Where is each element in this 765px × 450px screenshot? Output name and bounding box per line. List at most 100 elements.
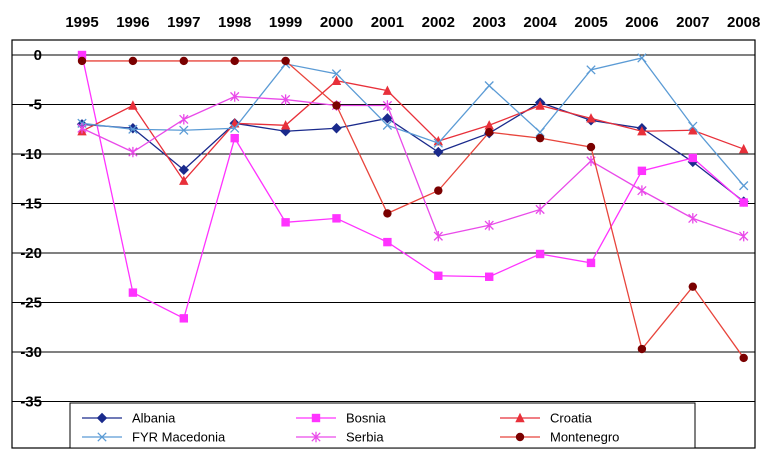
series-line-croatia (81, 80, 744, 182)
data-point-montenegro (77, 56, 87, 66)
legend-label: FYR Macedonia (132, 430, 226, 445)
x-tick-label: 2000 (320, 14, 353, 31)
data-point-montenegro (688, 282, 697, 291)
data-point-bosnia (281, 218, 290, 227)
data-point-croatia (535, 100, 545, 110)
legend-marker (311, 413, 321, 423)
x-tick-label: 1999 (269, 14, 302, 31)
x-tick-label: 2002 (422, 14, 455, 31)
data-point-montenegro (128, 56, 138, 66)
data-point-bosnia (230, 133, 239, 143)
x-tick-label: 2001 (371, 14, 404, 31)
series-line-serbia (81, 95, 744, 237)
x-tick-label: 1998 (218, 14, 251, 31)
data-point-serbia (382, 100, 393, 111)
data-point-serbia (230, 91, 240, 102)
data-point-bosnia (535, 249, 545, 259)
data-point-bosnia (688, 153, 697, 163)
data-point-serbia (688, 213, 698, 224)
data-point-albania (178, 164, 189, 176)
data-point-montenegro (230, 56, 239, 66)
data-point-croatia (484, 120, 494, 130)
legend-item-serbia: Serbia (296, 430, 384, 445)
gridlines (12, 54, 755, 402)
data-point-albania (331, 123, 342, 134)
data-point-serbia (179, 114, 189, 125)
y-axis-ticks: 0 -5 -10 -15 -20 -25 -30 -35 (20, 47, 42, 411)
x-tick-label: 1997 (167, 14, 200, 31)
x-axis-ticks: 1995 1996 1997 1998 1999 2000 2001 2002 2003 2004… (65, 14, 760, 31)
y-tick-label: -5 (29, 97, 42, 114)
y-tick-label: -30 (20, 344, 42, 361)
data-point-bosnia (586, 258, 596, 268)
data-point-fyr-macedonia (688, 121, 698, 131)
series-montenegro (77, 56, 748, 363)
data-point-bosnia (485, 272, 494, 281)
data-point-fyr-macedonia (637, 53, 647, 63)
legend-item-montenegro: Montenegro (500, 430, 619, 445)
legend-item-albania: Albania (82, 411, 176, 426)
data-point-albania (382, 113, 393, 124)
data-point-croatia (280, 120, 291, 130)
data-point-albania (433, 146, 444, 158)
x-tick-label: 1995 (65, 14, 98, 31)
x-tick-label: 2005 (574, 14, 607, 31)
data-point-montenegro (281, 56, 290, 66)
data-point-montenegro (485, 128, 494, 137)
data-point-fyr-macedonia (586, 65, 596, 75)
legend-label: Montenegro (550, 430, 619, 445)
data-point-croatia (433, 135, 443, 146)
data-point-croatia (688, 125, 698, 135)
series-serbia (77, 91, 749, 242)
series-line-albania (81, 101, 745, 203)
legend-marker (515, 432, 525, 442)
y-tick-label: -10 (20, 146, 42, 163)
data-point-bosnia (383, 237, 392, 247)
data-point-serbia (77, 123, 87, 134)
data-point-montenegro (739, 353, 748, 363)
data-point-montenegro (535, 133, 545, 143)
data-point-croatia (179, 175, 189, 185)
legend-marker (311, 431, 321, 443)
data-point-bosnia (77, 50, 87, 60)
y-tick-label: -25 (20, 295, 42, 312)
legend-label: Croatia (550, 411, 593, 426)
legend-box (69, 402, 696, 449)
data-point-montenegro (637, 344, 647, 354)
data-point-serbia (280, 94, 291, 105)
legend-marker (515, 412, 525, 423)
x-tick-label: 2008 (727, 14, 760, 31)
data-point-montenegro (434, 186, 443, 195)
data-point-fyr-macedonia (331, 69, 342, 79)
data-point-fyr-macedonia (179, 125, 189, 135)
data-point-fyr-macedonia (382, 120, 393, 130)
data-point-fyr-macedonia (535, 127, 545, 137)
data-point-serbia (128, 146, 138, 158)
x-tick-label: 2006 (625, 14, 658, 31)
legend-item-fyr-macedonia: FYR Macedonia (82, 430, 226, 445)
data-point-fyr-macedonia (128, 124, 138, 134)
data-point-serbia (739, 230, 749, 242)
data-point-croatia (382, 85, 393, 95)
series-group (76, 50, 749, 363)
data-point-croatia (128, 100, 138, 110)
data-point-fyr-macedonia (230, 123, 240, 133)
data-point-croatia (637, 126, 647, 136)
legend: Albania Bosnia Croatia FYR Macedonia Serbia M… (69, 402, 696, 449)
series-line-fyr-macedonia (81, 57, 745, 187)
series-fyr-macedonia (77, 53, 749, 191)
data-point-fyr-macedonia (739, 181, 749, 191)
data-point-bosnia (128, 288, 138, 297)
y-tick-label: -20 (20, 245, 42, 262)
data-point-bosnia (179, 314, 188, 323)
data-point-bosnia (739, 198, 748, 207)
data-point-montenegro (383, 209, 392, 218)
data-point-montenegro (586, 142, 596, 152)
legend-label: Bosnia (346, 411, 387, 426)
legend-marker (96, 412, 108, 424)
legend-item-croatia: Croatia (500, 411, 593, 426)
data-point-fyr-macedonia (484, 81, 494, 91)
data-point-bosnia (434, 271, 443, 280)
legend-label: Albania (132, 411, 176, 426)
